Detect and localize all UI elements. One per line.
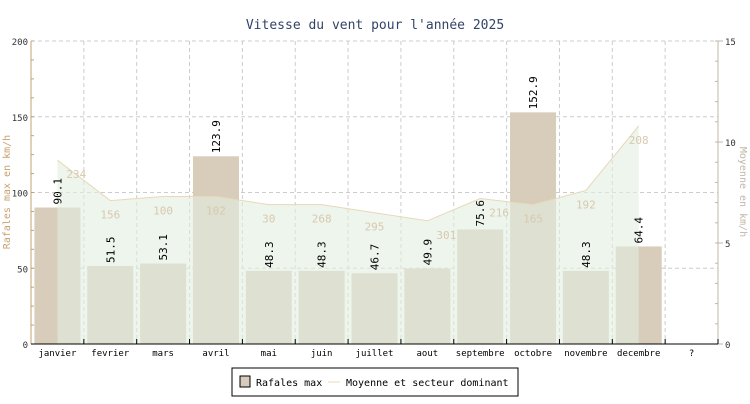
left-tick-label: 200: [12, 38, 28, 48]
direction-label: 165: [523, 213, 543, 226]
direction-label: 102: [206, 205, 226, 218]
x-tick-label: octobre: [514, 349, 552, 359]
bar-value-label: 46.7: [369, 244, 382, 271]
x-tick-label: juillet: [356, 349, 394, 359]
bar-value-label: 49.9: [421, 239, 434, 266]
x-tick-label: mars: [152, 349, 174, 359]
legend-label-moyenne: Moyenne et secteur dominant: [346, 378, 509, 389]
x-tick-label: fevrier: [91, 349, 130, 359]
right-axis-label: Moyenne en km/h: [737, 147, 748, 237]
moyenne-line: [57, 125, 640, 222]
bar-value-label: 152.9: [527, 76, 540, 109]
direction-label: 301: [436, 229, 456, 242]
moyenne-area: [57, 125, 639, 344]
left-tick-label: 150: [12, 114, 28, 124]
x-tick-label: avril: [202, 349, 229, 359]
direction-label: 156: [100, 209, 120, 222]
x-tick-label: janvier: [38, 349, 77, 359]
right-tick-label: 5: [725, 240, 730, 250]
bar-value-label: 48.3: [263, 241, 276, 268]
legend-swatch-rafales: [239, 375, 251, 388]
x-tick-label: mai: [261, 349, 277, 359]
x-tick-label: novembre: [564, 349, 607, 359]
direction-label: 216: [489, 207, 509, 220]
x-tick-label: ?: [689, 349, 694, 359]
bar-value-label: 75.6: [474, 200, 487, 227]
legend-label-rafales: Rafales max: [256, 378, 322, 389]
right-tick-label: 15: [725, 38, 736, 48]
bar-value-label: 123.9: [210, 120, 223, 153]
bar-value-label: 48.3: [316, 241, 329, 268]
direction-label: 268: [312, 213, 332, 226]
x-tick-label: juin: [311, 349, 333, 359]
direction-label: 192: [576, 198, 596, 211]
legend-box: [231, 367, 519, 397]
chart-title: Vitesse du vent pour l'année 2025: [246, 18, 504, 33]
direction-label: 100: [153, 205, 173, 218]
x-tick-label: septembre: [456, 349, 505, 359]
bar-value-label: 64.4: [633, 217, 646, 244]
x-tick-label: decembre: [617, 349, 660, 359]
right-tick-label: 0: [725, 341, 730, 351]
direction-label: 30: [262, 213, 275, 226]
left-axis-label: Rafales max en km/h: [2, 135, 13, 249]
bar-value-label: 53.1: [157, 234, 170, 261]
legend: Rafales max Moyenne et secteur dominant: [231, 367, 519, 397]
x-tick-label: aout: [417, 349, 439, 359]
bar-value-label: 51.5: [104, 236, 117, 263]
bar-value-label: 90.1: [51, 178, 64, 205]
direction-label: 295: [365, 221, 385, 234]
left-tick-label: 50: [17, 265, 28, 275]
direction-label: 208: [629, 134, 649, 147]
bar-value-label: 48.3: [580, 241, 593, 268]
right-tick-label: 10: [725, 139, 736, 149]
left-tick-label: 100: [12, 190, 28, 200]
left-tick-label: 0: [23, 341, 28, 351]
direction-label: 234: [66, 168, 86, 181]
